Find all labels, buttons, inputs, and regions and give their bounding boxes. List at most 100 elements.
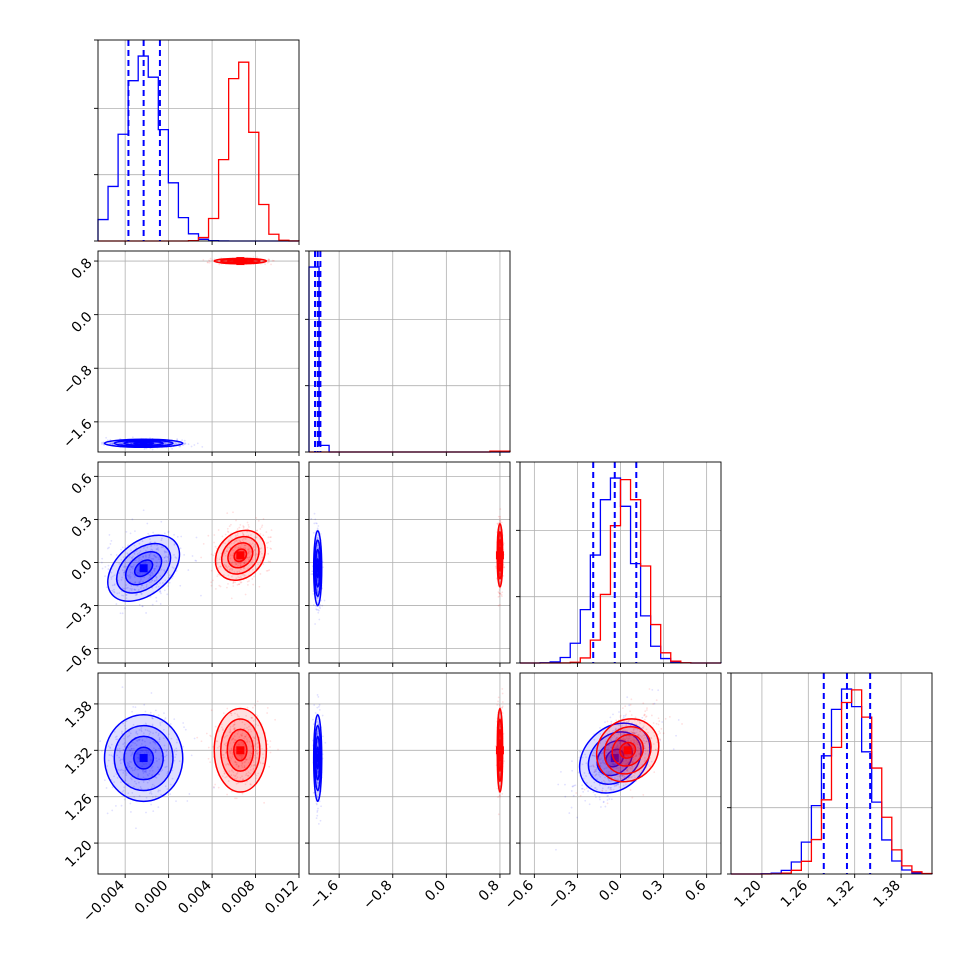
sample-point	[224, 260, 227, 262]
sample-point	[171, 769, 174, 772]
sample-point	[239, 563, 242, 565]
sample-point	[225, 565, 228, 568]
sample-point	[137, 560, 140, 563]
sample-point	[635, 766, 637, 769]
sample-point	[159, 770, 162, 773]
sample-point	[165, 754, 168, 757]
sample-point	[613, 735, 616, 737]
sample-point	[115, 735, 118, 738]
sample-point	[221, 728, 224, 730]
sample-point	[611, 761, 613, 764]
sample-point	[621, 774, 624, 777]
sample-point	[615, 719, 618, 722]
sample-point	[145, 751, 148, 753]
sample-point	[145, 749, 147, 752]
sample-point	[611, 770, 614, 773]
sample-point	[225, 763, 228, 766]
sample-point	[163, 744, 166, 747]
sample-point	[632, 755, 635, 758]
sample-point	[155, 596, 158, 599]
sample-point	[224, 776, 227, 779]
sample-point	[241, 539, 244, 541]
sample-point	[597, 771, 600, 774]
sample-point	[148, 555, 151, 558]
density-peak	[495, 551, 504, 560]
sample-point	[225, 775, 228, 778]
sample-point	[148, 792, 151, 795]
sample-point	[208, 260, 211, 262]
sample-point	[116, 777, 119, 779]
sample-point	[221, 754, 224, 756]
sample-point	[234, 748, 237, 751]
sample-point	[570, 806, 573, 809]
sample-point	[250, 717, 253, 719]
sample-point	[610, 779, 613, 782]
sample-point	[253, 754, 256, 757]
sample-point	[125, 720, 128, 723]
sample-point	[259, 761, 261, 764]
sample-point	[246, 583, 249, 586]
sample-point	[631, 761, 634, 764]
sample-point	[621, 778, 624, 781]
sample-point	[161, 582, 164, 584]
sample-point	[602, 761, 604, 764]
sample-point	[623, 771, 626, 774]
sample-point	[142, 769, 145, 772]
sample-point	[115, 773, 118, 775]
sample-point	[247, 534, 250, 537]
sample-point	[179, 445, 182, 448]
sample-point	[130, 767, 133, 770]
sample-point	[136, 733, 139, 735]
sample-point	[156, 583, 159, 586]
scatter-3-0-series-0	[98, 686, 215, 830]
sample-point	[243, 573, 246, 576]
sample-point	[625, 720, 628, 723]
sample-point	[139, 580, 142, 582]
sample-point	[200, 556, 203, 559]
sample-point	[145, 555, 147, 558]
sample-point	[236, 532, 239, 535]
sample-point	[621, 739, 624, 741]
sample-point	[155, 556, 158, 559]
sample-point	[255, 517, 258, 519]
sample-point	[212, 579, 214, 582]
sample-point	[595, 766, 598, 769]
sample-point	[111, 443, 114, 445]
sample-point	[124, 779, 127, 782]
sample-point	[311, 570, 314, 573]
sample-point	[624, 705, 627, 708]
sample-point	[572, 785, 574, 788]
sample-point	[234, 539, 237, 542]
sample-point	[501, 688, 504, 690]
sample-point	[604, 805, 607, 808]
sample-point	[167, 576, 170, 579]
sample-point	[607, 748, 610, 751]
sample-point	[316, 597, 319, 600]
sample-point	[127, 544, 129, 547]
sample-point	[646, 763, 649, 766]
sample-point	[247, 548, 249, 551]
sample-point	[214, 587, 217, 590]
sample-point	[242, 525, 245, 527]
sample-point	[624, 775, 626, 778]
sample-point	[235, 777, 238, 780]
sample-point	[634, 732, 637, 734]
sample-point	[215, 740, 218, 743]
sample-point	[138, 768, 140, 771]
sample-point	[252, 706, 254, 709]
sample-point	[618, 724, 621, 727]
sample-point	[316, 730, 319, 733]
sample-point	[154, 749, 157, 751]
sample-point	[231, 770, 234, 772]
sample-point	[248, 550, 251, 553]
sample-point	[151, 723, 154, 726]
sample-point	[317, 611, 320, 614]
sample-point	[602, 800, 605, 803]
sample-point	[122, 556, 125, 559]
sample-point	[232, 580, 235, 583]
sample-point	[126, 586, 129, 589]
sample-point	[252, 761, 255, 764]
sample-point	[675, 734, 677, 737]
sample-point	[163, 442, 166, 444]
sample-point	[222, 749, 224, 752]
